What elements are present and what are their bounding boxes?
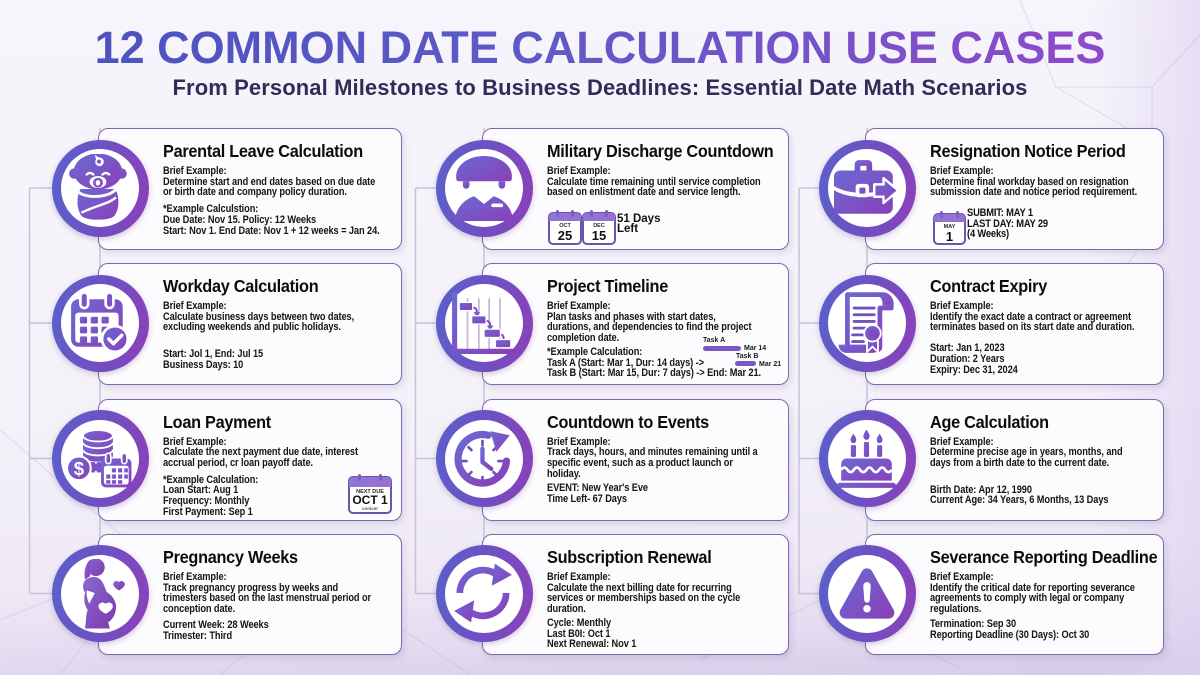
svg-text:$: $ <box>74 457 85 478</box>
